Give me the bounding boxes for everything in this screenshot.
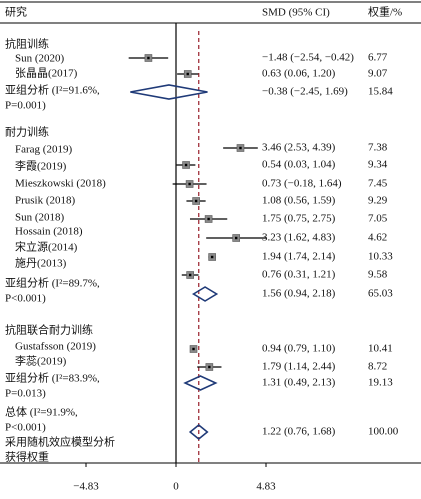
header-weight: 权重/% (368, 5, 402, 19)
weight-label: 19.13 (368, 377, 393, 389)
study-label: 施丹(2013) (15, 257, 67, 270)
pooled-diamond (188, 423, 209, 441)
pooled-diamond (191, 286, 219, 302)
study-label: Prusik (2018) (15, 195, 76, 207)
x-tick-label: −4.83 (73, 481, 99, 493)
pooled-diamond (130, 84, 208, 100)
point-center (207, 217, 210, 221)
weight-label: 10.33 (368, 251, 393, 263)
study-label: 宋立源(2014) (15, 240, 78, 254)
group-label: 抗阻训练 (5, 37, 49, 51)
weight-label: 9.07 (368, 68, 388, 80)
point-center (194, 199, 198, 203)
weight-label: 15.84 (368, 86, 393, 98)
weight-label: 10.41 (368, 343, 393, 355)
weight-label: 100.00 (368, 426, 399, 438)
study-label: Mieszkowski (2018) (15, 178, 106, 190)
weight-label: 7.05 (368, 213, 388, 225)
x-tick-label: 0 (173, 481, 179, 493)
ci-label: 0.76 (0.31, 1.21) (262, 269, 336, 281)
ci-label: 1.08 (0.56, 1.59) (262, 195, 336, 207)
weight-label: 7.45 (368, 178, 388, 190)
subgroup-label: 亚组分析 (I²=91.6%, (5, 83, 100, 97)
overall-label: 采用随机效应模型分析 (5, 435, 115, 449)
point-center (188, 182, 191, 186)
header-study: 研究 (5, 5, 27, 19)
subgroup-label: P=0.013) (5, 388, 46, 400)
pooled-diamond (183, 375, 218, 391)
weight-label: 65.03 (368, 288, 393, 300)
ci-label: 1.22 (0.76, 1.68) (262, 426, 336, 438)
study-label: Farag (2019) (15, 144, 72, 156)
overall-label: P<0.001) (5, 422, 46, 434)
ci-label: 0.73 (−0.18, 1.64) (262, 178, 342, 190)
point-center (188, 273, 192, 277)
weight-label: 9.34 (368, 159, 388, 171)
point-center (186, 72, 189, 76)
weight-label: 4.62 (368, 232, 387, 244)
subgroup-label: P=0.001) (5, 100, 46, 112)
study-label: Sun (2018) (15, 212, 65, 224)
group-label: 抗阻联合耐力训练 (5, 323, 93, 337)
point-center (239, 146, 242, 150)
group-label: 耐力训练 (5, 125, 49, 139)
weight-label: 8.72 (368, 361, 387, 373)
point-center (208, 365, 211, 369)
subgroup-label: 亚组分析 (I²=83.9%, (5, 371, 100, 385)
study-label: 李霞(2019) (15, 159, 67, 173)
overall-label: 总体 (I²=91.9%, (5, 405, 78, 419)
x-tick-label: 4.83 (256, 481, 276, 493)
ci-label: 1.75 (0.75, 2.75) (262, 213, 336, 225)
study-label: 张晶晶(2017) (15, 67, 78, 80)
overall-label: 获得权重 (5, 450, 49, 464)
weight-label: 9.29 (368, 195, 388, 207)
ci-label: 0.63 (0.06, 1.20) (262, 68, 336, 80)
ci-label: 1.94 (1.74, 2.14) (262, 251, 336, 263)
header-smd: SMD (95% CI) (262, 7, 330, 19)
subgroup-label: P<0.001) (5, 293, 46, 305)
ci-label: 1.56 (0.94, 2.18) (262, 288, 336, 300)
point-center (147, 56, 150, 60)
study-label: Hossain (2018) (15, 226, 83, 238)
ci-label: 3.46 (2.53, 4.39) (262, 142, 336, 154)
point-center (210, 255, 214, 259)
point-center (184, 163, 188, 167)
ci-label: 0.54 (0.03, 1.04) (262, 159, 336, 171)
weight-label: 7.38 (368, 142, 388, 154)
ci-label: 0.94 (0.79, 1.10) (262, 343, 336, 355)
ci-label: −1.48 (−2.54, −0.42) (262, 52, 354, 64)
study-label: Sun (2020) (15, 53, 65, 65)
study-label: 李蕊(2019) (15, 354, 67, 368)
ci-label: 1.31 (0.49, 2.13) (262, 377, 336, 389)
weight-label: 6.77 (368, 52, 388, 64)
weight-label: 9.58 (368, 269, 388, 281)
ci-label: 3.23 (1.62, 4.83) (262, 232, 336, 244)
point-center (234, 236, 238, 240)
study-label: Gustafsson (2019) (15, 341, 96, 353)
ci-label: 1.79 (1.14, 2.44) (262, 361, 336, 373)
point-center (192, 347, 195, 351)
ci-label: −0.38 (−2.45, 1.69) (262, 86, 348, 98)
subgroup-label: 亚组分析 (I²=89.7%, (5, 276, 100, 290)
